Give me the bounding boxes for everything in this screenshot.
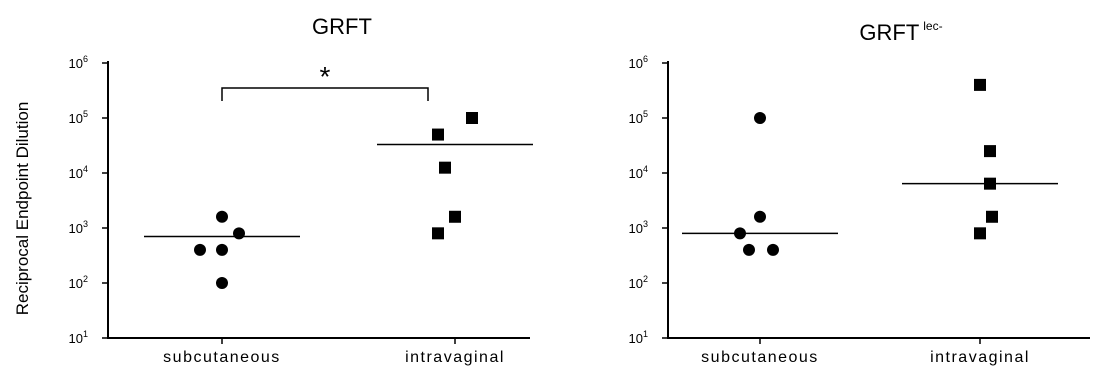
- y-tick-label: 102: [629, 274, 648, 291]
- data-point-circle: [216, 243, 228, 256]
- data-point-square: [449, 210, 461, 223]
- data-point-circle: [767, 243, 779, 256]
- data-point-square: [974, 78, 986, 91]
- y-tick-label: 105: [69, 109, 88, 126]
- data-point-square: [986, 210, 998, 223]
- y-tick-label: 102: [69, 274, 88, 291]
- chart-panel-1: GRFT Reciprocal Endpoint Dilution 101 102 10…: [13, 14, 533, 366]
- y-tick-label: 106: [629, 54, 648, 71]
- y-tick-label: 104: [629, 164, 648, 181]
- chart-title: GRFT: [312, 14, 372, 39]
- chart-panel-2: GRFT lec- 101 102 103 104 105 106 subcutaneous in…: [629, 19, 1090, 366]
- x-category-label: subcutaneous: [163, 349, 281, 366]
- y-axis-label: Reciprocal Endpoint Dilution: [13, 102, 32, 316]
- chart-title-superscript: lec-: [923, 19, 942, 33]
- data-point-circle: [194, 243, 206, 256]
- data-point-square: [439, 161, 451, 174]
- data-point-circle: [233, 227, 245, 240]
- data-point-square: [974, 227, 986, 240]
- data-point-circle: [754, 112, 766, 124]
- data-point-circle: [216, 277, 228, 289]
- significance-label: *: [320, 61, 331, 92]
- data-point-square: [432, 128, 444, 141]
- y-tick-label: 106: [69, 54, 88, 71]
- y-tick-label: 105: [629, 109, 648, 126]
- data-point-square: [984, 145, 996, 158]
- y-tick-label: 101: [69, 329, 88, 346]
- y-tick-label: 103: [629, 219, 648, 236]
- y-tick-label: 103: [69, 219, 88, 236]
- x-category-label: subcutaneous: [701, 349, 819, 366]
- data-point-square: [466, 112, 478, 124]
- data-point-square: [432, 227, 444, 240]
- data-point-circle: [216, 210, 228, 223]
- x-category-label: intravaginal: [930, 349, 1030, 366]
- data-point-circle: [754, 210, 766, 223]
- y-tick-label: 104: [69, 164, 88, 181]
- chart-title: GRFT lec-: [859, 19, 942, 45]
- significance-bracket: [221, 87, 429, 101]
- y-tick-label: 101: [629, 329, 648, 346]
- x-category-label: intravaginal: [405, 349, 505, 366]
- data-point-circle: [743, 243, 755, 256]
